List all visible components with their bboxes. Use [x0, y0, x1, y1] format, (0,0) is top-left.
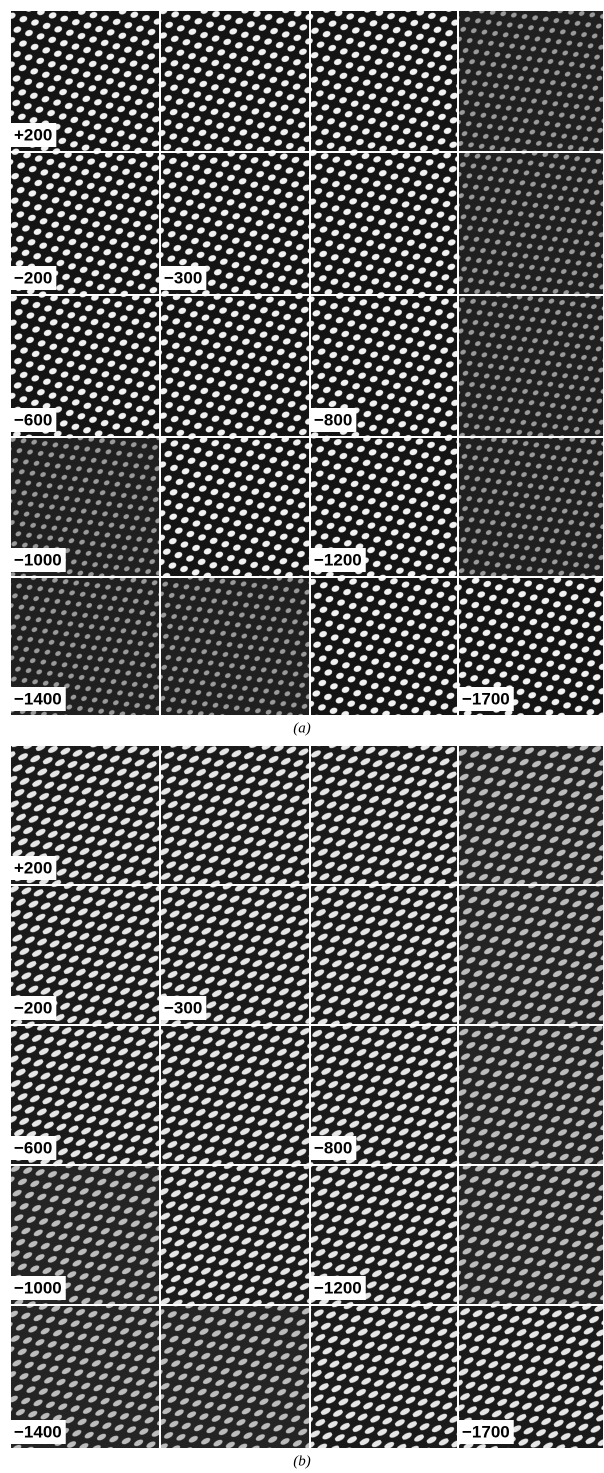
- defocus-label: −1200: [314, 550, 362, 569]
- micrograph-tile: [311, 886, 457, 1024]
- page: +200 −200 −300 −600 −800 −1000 −1200 −1400 −1700…: [0, 0, 604, 1473]
- defocus-label: −1000: [14, 1278, 62, 1297]
- micrograph-tile: [459, 886, 603, 1024]
- micrograph-tile: [459, 11, 603, 151]
- micrograph-tile: [161, 11, 309, 151]
- defocus-label: −200: [14, 268, 52, 287]
- micrograph-tile: [161, 296, 309, 436]
- micrograph-tile: [161, 578, 309, 715]
- defocus-label: −800: [314, 1138, 352, 1157]
- micrograph-tile: [311, 1306, 457, 1448]
- micrograph-tile: [161, 1306, 309, 1448]
- panel: +200 −200 −300 −600 −800 −1000 −1200 −1400 −1700…: [11, 11, 603, 736]
- defocus-label: −1400: [14, 689, 62, 708]
- defocus-label: −600: [14, 1138, 52, 1157]
- micrograph-tile: [161, 438, 309, 576]
- micrograph-tile: [311, 153, 457, 294]
- micrograph-tile: [459, 1026, 603, 1164]
- figure: +200 −200 −300 −600 −800 −1000 −1200 −1400 −1700…: [0, 0, 604, 1473]
- defocus-label: −600: [14, 410, 52, 429]
- micrograph-tile: [459, 296, 603, 436]
- defocus-label: −1000: [14, 550, 62, 569]
- defocus-label: −1200: [314, 1278, 362, 1297]
- defocus-label: +200: [14, 858, 52, 877]
- micrograph-tile: [161, 746, 309, 884]
- defocus-label: −1700: [462, 689, 510, 708]
- micrograph-tile: [161, 1026, 309, 1164]
- panel: +200 −200 −300 −600 −800 −1000 −1200 −1400 −1700…: [11, 746, 603, 1469]
- panel-caption: (b): [293, 1453, 311, 1469]
- micrograph-tile: [311, 746, 457, 884]
- micrograph-tile: [311, 578, 457, 715]
- micrograph-tile: [459, 1166, 603, 1304]
- panel-caption: (a): [293, 720, 311, 736]
- defocus-label: −300: [164, 268, 202, 287]
- defocus-label: −800: [314, 410, 352, 429]
- defocus-label: −200: [14, 998, 52, 1017]
- micrograph-tile: [459, 438, 603, 576]
- micrograph-tile: [459, 746, 603, 884]
- defocus-label: +200: [14, 125, 52, 144]
- defocus-label: −300: [164, 998, 202, 1017]
- defocus-label: −1400: [14, 1422, 62, 1441]
- micrograph-tile: [311, 11, 457, 151]
- micrograph-tile: [459, 153, 603, 294]
- defocus-label: −1700: [462, 1422, 510, 1441]
- micrograph-tile: [161, 1166, 309, 1304]
